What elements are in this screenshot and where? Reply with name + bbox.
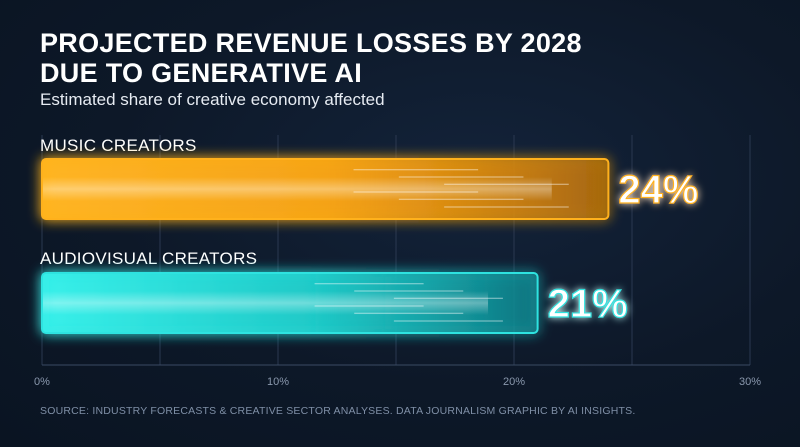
data-label: 21% [548, 282, 628, 326]
category-label: AUDIOVISUAL CREATORS [40, 249, 257, 268]
x-tick-label: 10% [267, 376, 289, 388]
category-label: MUSIC CREATORS [40, 136, 197, 155]
bars: MUSIC CREATORS 24% AUDIOVISUAL CREATORS 21% [40, 136, 699, 334]
bar-outline [41, 158, 610, 220]
x-tick-label: 0% [34, 376, 50, 388]
x-tick-label: 20% [503, 376, 525, 388]
chart-title-line-2: DUE TO GENERATIVE AI [40, 58, 363, 88]
source-note: SOURCE: INDUSTRY FORECASTS & CREATIVE SE… [40, 405, 636, 417]
bar-shine [42, 291, 489, 315]
chart-title: PROJECTED REVENUE LOSSES BY 2028 DUE TO … [40, 28, 740, 88]
data-label: 24% [618, 168, 698, 212]
chart-subtitle: Estimated share of creative economy affe… [40, 90, 385, 109]
bar-outline [41, 272, 539, 334]
bar-shine [42, 177, 552, 201]
x-axis-ticks: 0% 10% 20% 30% [34, 376, 761, 388]
chart-title-line-1: PROJECTED REVENUE LOSSES BY 2028 [40, 28, 582, 58]
x-tick-label: 30% [739, 376, 761, 388]
